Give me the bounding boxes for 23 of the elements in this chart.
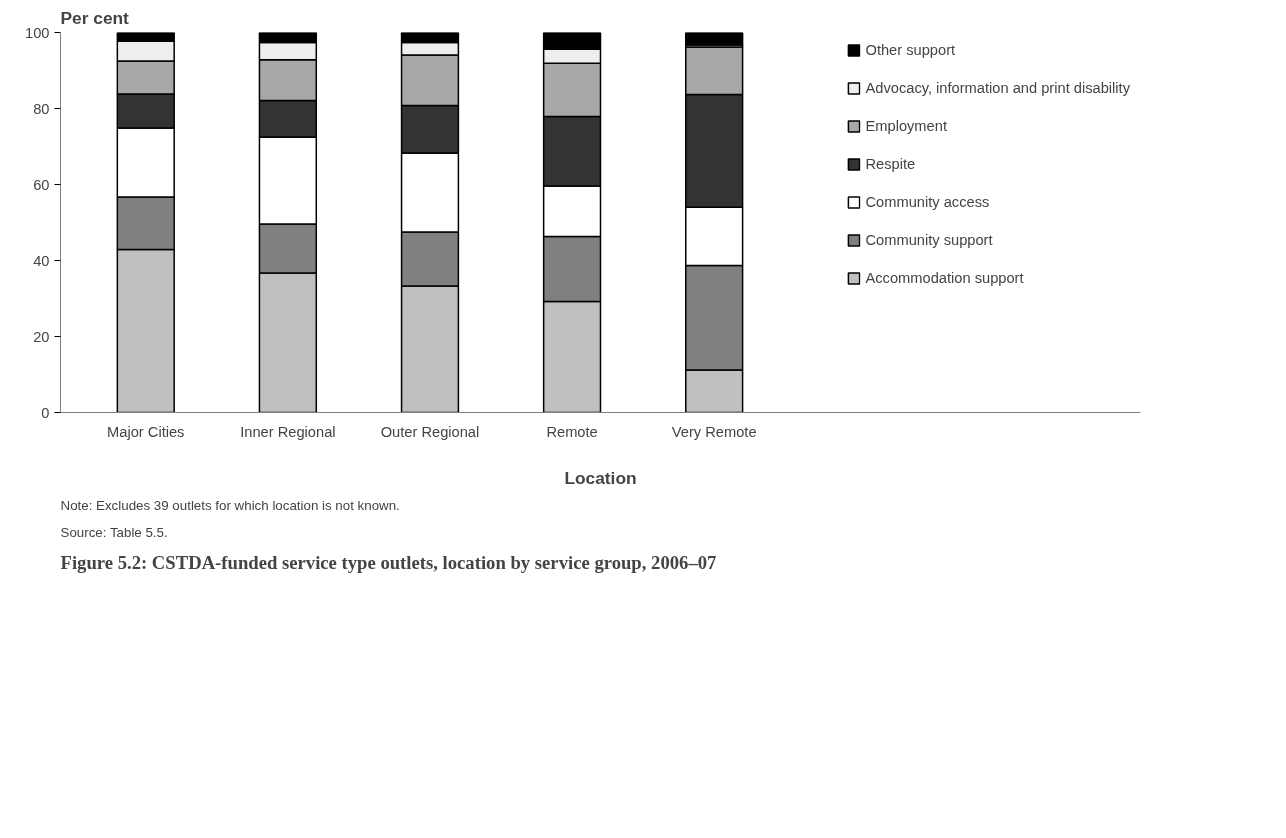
legend-label: Respite	[865, 156, 916, 172]
y-tick-label: 40	[33, 252, 50, 269]
x-tick-label: Outer Regional	[380, 423, 480, 440]
y-tick-label: 20	[33, 328, 50, 345]
y-tick-label: 80	[33, 100, 50, 117]
legend-label: Community support	[865, 232, 993, 248]
y-axis-title: Per cent	[60, 7, 130, 28]
y-tick-label: 0	[41, 404, 50, 421]
legend-label: Accommodation support	[865, 270, 1024, 286]
x-tick-label: Very Remote	[671, 423, 757, 440]
x-tick-label: Inner Regional	[240, 423, 336, 440]
x-axis-title: Location	[564, 467, 637, 488]
source-note: Source: Table 5.5.	[60, 524, 168, 540]
x-tick-label: Major Cities	[107, 423, 185, 440]
y-tick-label: 100	[25, 24, 50, 41]
legend-label: Community access	[865, 194, 990, 210]
legend-label: Advocacy, information and print disability	[865, 80, 1130, 96]
text: Note: Excludes 39 outlets for which location is not known.	[60, 497, 400, 513]
x-tick-label: Remote	[546, 423, 598, 440]
y-tick-label: 60	[33, 176, 50, 193]
legend-label: Other support	[865, 42, 956, 58]
legend-label: Employment	[865, 118, 947, 134]
text: Figure 5.2: CSTDA-funded service type outlets, location by service group, 2006–07	[60, 551, 717, 573]
